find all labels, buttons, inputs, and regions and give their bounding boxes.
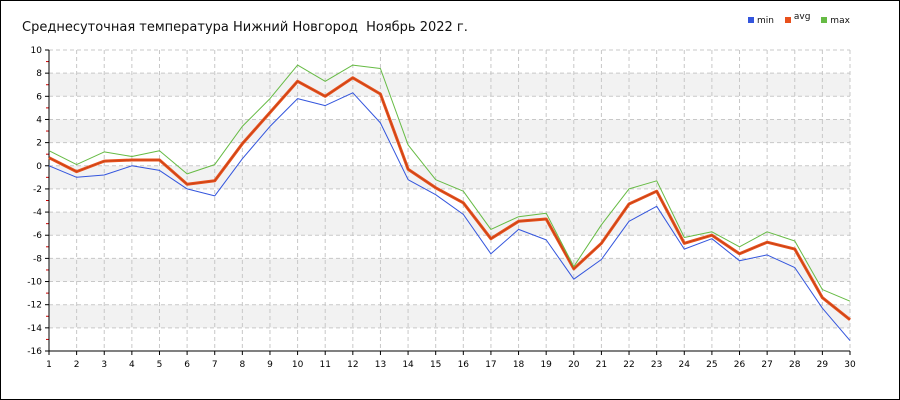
- x-tick-label: 11: [319, 360, 330, 370]
- x-tick-label: 5: [157, 360, 163, 370]
- x-tick-label: 2: [74, 360, 80, 370]
- x-tick-label: 4: [129, 360, 135, 370]
- y-tick-label: -10: [27, 278, 42, 288]
- x-tick-label: 1: [46, 360, 52, 370]
- x-tick-label: 14: [402, 360, 414, 370]
- plot-band: [49, 212, 850, 236]
- y-tick-label: 2: [36, 139, 42, 149]
- x-tick-label: 24: [679, 360, 691, 370]
- x-tick-label: 26: [734, 360, 746, 370]
- y-tick-label: 4: [36, 115, 42, 125]
- y-tick-label: -16: [27, 347, 42, 357]
- series-line-avg-core: [48, 77, 851, 321]
- legend-item-max: max: [821, 16, 850, 26]
- x-tick-label: 12: [347, 360, 358, 370]
- x-tick-label: 10: [292, 360, 304, 370]
- x-tick-label: 8: [239, 360, 245, 370]
- plot-band: [49, 73, 850, 97]
- plot-band: [49, 304, 850, 328]
- x-tick-label: 27: [761, 360, 772, 370]
- y-tick-label: 0: [36, 162, 42, 172]
- x-tick-label: 25: [706, 360, 717, 370]
- legend-label-min: min: [757, 16, 774, 26]
- x-tick-label: 9: [267, 360, 273, 370]
- y-tick-label: 8: [36, 69, 42, 79]
- y-tick-label: -12: [27, 301, 42, 311]
- x-tick-label: 22: [623, 360, 634, 370]
- legend-swatch-avg: [784, 17, 791, 23]
- y-tick-label: -4: [33, 208, 42, 218]
- chart-title: Среднесуточная температура Нижний Новгор…: [22, 20, 468, 35]
- y-tick-label: -14: [27, 324, 42, 334]
- x-tick-label: 6: [184, 360, 190, 370]
- x-tick-label: 29: [817, 360, 829, 370]
- legend-swatch-min: [748, 17, 754, 23]
- x-tick-label: 17: [485, 360, 496, 370]
- x-tick-label: 19: [540, 360, 552, 370]
- y-tick-label: -2: [33, 185, 42, 195]
- legend-item-min: min: [748, 16, 774, 26]
- y-tick-label: -8: [33, 254, 42, 264]
- x-tick-label: 30: [844, 360, 856, 370]
- y-tick-label: 6: [36, 92, 42, 102]
- x-tick-label: 3: [101, 360, 107, 370]
- legend-swatch-max: [821, 17, 828, 23]
- x-tick-label: 13: [375, 360, 386, 370]
- y-tick-label: 10: [31, 46, 43, 56]
- y-tick-label: -6: [33, 231, 42, 241]
- series-line-min: [48, 92, 851, 341]
- plot-band: [49, 119, 850, 143]
- x-tick-label: 15: [430, 360, 441, 370]
- plot-band: [49, 258, 850, 282]
- x-tick-label: 16: [458, 360, 470, 370]
- x-tick-label: 18: [513, 360, 525, 370]
- x-tick-label: 23: [651, 360, 662, 370]
- legend-label-avg: avg: [793, 12, 811, 22]
- legend-item-avg: avg: [784, 12, 810, 26]
- x-tick-label: 20: [568, 360, 580, 370]
- x-tick-label: 7: [212, 360, 218, 370]
- legend-label-max: max: [830, 16, 850, 26]
- series-line-max: [48, 64, 851, 302]
- x-tick-label: 21: [596, 360, 607, 370]
- x-tick-label: 28: [789, 360, 801, 370]
- legend: min avg max: [748, 12, 858, 26]
- series-line-avg: [48, 76, 851, 321]
